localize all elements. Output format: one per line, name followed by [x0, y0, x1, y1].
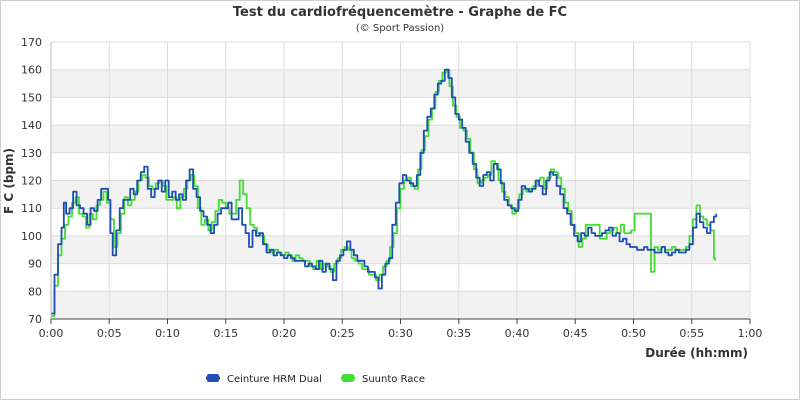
legend-label-suunto-race: Suunto Race	[362, 374, 425, 385]
x-tick-label: 0:20	[272, 327, 297, 340]
y-tick-label: 80	[28, 285, 42, 298]
x-axis-title: Durée (hh:mm)	[645, 346, 748, 360]
x-tick-label: 1:00	[738, 327, 763, 340]
chart-title: Test du cardiofréquencemètre - Graphe de…	[233, 5, 567, 20]
y-axis-ticks: 70 80 90 100 110 120 130 140 150 160 170	[21, 36, 42, 326]
y-tick-label: 150	[21, 91, 42, 104]
y-tick-label: 160	[21, 64, 42, 77]
x-tick-label: 0:10	[155, 327, 180, 340]
x-tick-label: 0:40	[505, 327, 530, 340]
x-tick-label: 0:30	[388, 327, 413, 340]
x-tick-label: 0:00	[39, 327, 64, 340]
y-tick-label: 130	[21, 147, 42, 160]
x-tick-label: 0:50	[621, 327, 646, 340]
legend-label-ceinture-hrm-dual: Ceinture HRM Dual	[227, 374, 322, 385]
x-tick-label: 0:55	[679, 327, 704, 340]
x-tick-label: 0:45	[563, 327, 588, 340]
x-tick-label: 0:35	[446, 327, 471, 340]
series-line-ceinture-hrm-dual	[51, 68, 718, 315]
x-tick-label: 0:15	[213, 327, 238, 340]
y-tick-label: 100	[21, 230, 42, 243]
legend: Ceinture HRM Dual Suunto Race	[206, 374, 425, 385]
y-tick-label: 110	[21, 202, 42, 215]
y-tick-label: 120	[21, 175, 42, 188]
y-tick-label: 170	[21, 36, 42, 49]
x-axis-ticks: 0:00 0:05 0:10 0:15 0:20 0:25 0:30 0:35 0:40 0:45…	[39, 319, 763, 340]
chart-subtitle: (© Sport Passion)	[356, 23, 444, 34]
x-tick-label: 0:25	[330, 327, 355, 340]
y-tick-label: 70	[28, 313, 42, 326]
series-layer	[51, 68, 718, 318]
x-tick-label: 0:05	[97, 327, 122, 340]
y-axis-title: F C (bpm)	[2, 148, 16, 214]
y-tick-label: 90	[28, 258, 42, 271]
y-tick-label: 140	[21, 119, 42, 132]
